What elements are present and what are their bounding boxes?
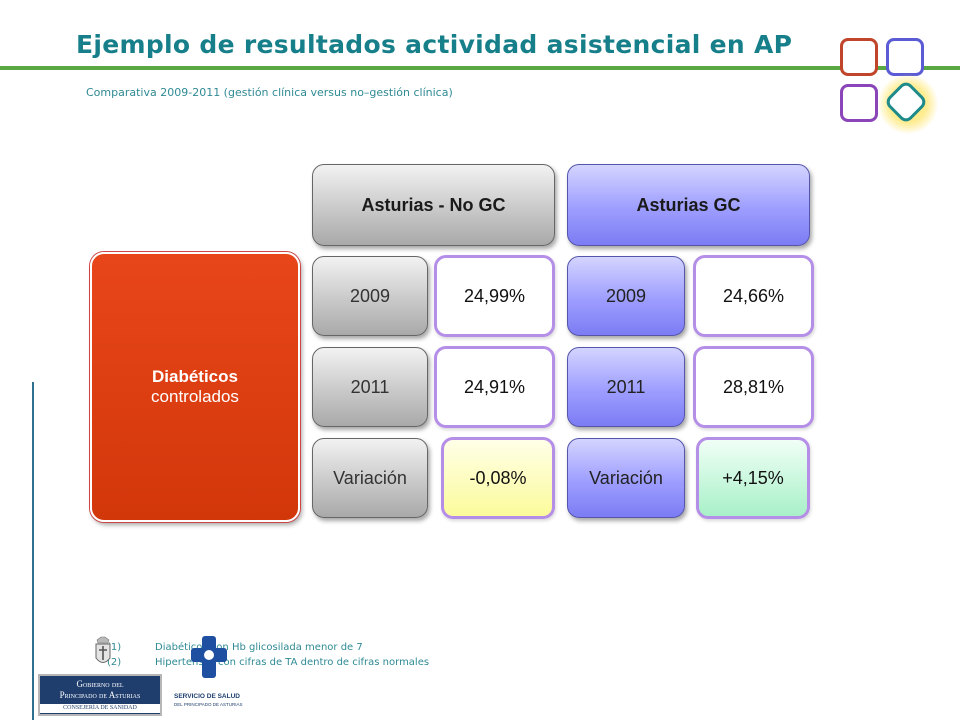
decorative-squares-icon xyxy=(836,36,946,146)
footnote-2-text: Hipertensos con cifras de TA dentro de c… xyxy=(155,657,430,668)
header-asturias-no-gc: Asturias - No GC xyxy=(312,164,555,246)
value-gc-2009: 24,66% xyxy=(693,255,814,337)
sespa-line2: DEL PRINCIPADO DE ASTURIAS xyxy=(174,702,243,707)
header-asturias-gc: Asturias GC xyxy=(567,164,810,246)
sespa-cross-icon xyxy=(190,634,228,680)
gobierno-line2: Principado de Asturias xyxy=(59,690,141,700)
consejeria-label: CONSEJERÍA DE SANIDAD xyxy=(40,704,160,713)
label-gc-2009: 2009 xyxy=(567,256,685,336)
title-divider xyxy=(0,66,960,70)
footnote-1-text: Diabéticos con Hb glicosilada menor de 7 xyxy=(155,642,363,653)
value-no-gc-variacion: -0,08% xyxy=(441,437,555,519)
value-no-gc-2011: 24,91% xyxy=(434,346,555,428)
footnote-2-number: (2) xyxy=(107,657,122,668)
page-title: Ejemplo de resultados actividad asistenc… xyxy=(76,30,793,59)
gobierno-line1: Gobierno del xyxy=(76,679,124,689)
value-no-gc-2009: 24,99% xyxy=(434,255,555,337)
gobierno-principado-logo: Gobierno del Principado de Asturias CONS… xyxy=(38,674,162,716)
value-gc-2011: 28,81% xyxy=(693,346,814,428)
page-subtitle: Comparativa 2009-2011 (gestión clínica v… xyxy=(86,86,453,99)
sespa-line1: SERVICIO DE SALUD xyxy=(174,693,240,700)
label-no-gc-2011: 2011 xyxy=(312,347,428,427)
coat-of-arms-icon xyxy=(93,636,113,670)
label-no-gc-2009: 2009 xyxy=(312,256,428,336)
sespa-logo-text: SERVICIO DE SALUD DEL PRINCIPADO DE ASTU… xyxy=(174,693,264,709)
label-gc-2011: 2011 xyxy=(567,347,685,427)
footnote-2: (2) Hipertensos con cifras de TA dentro d… xyxy=(107,657,429,668)
footnote-1: (1) Diabéticos con Hb glicosilada menor d… xyxy=(107,642,363,653)
value-gc-variacion: +4,15% xyxy=(696,437,810,519)
label-no-gc-variacion: Variación xyxy=(312,438,428,518)
left-accent-line xyxy=(32,382,34,720)
row-label-line2: controlados xyxy=(151,387,239,406)
row-label-line1: Diabéticos xyxy=(152,367,238,386)
footnote-1-number: (1) xyxy=(107,642,122,653)
row-label-diabeticos: Diabéticos controlados xyxy=(90,252,300,522)
label-gc-variacion: Variación xyxy=(567,438,685,518)
